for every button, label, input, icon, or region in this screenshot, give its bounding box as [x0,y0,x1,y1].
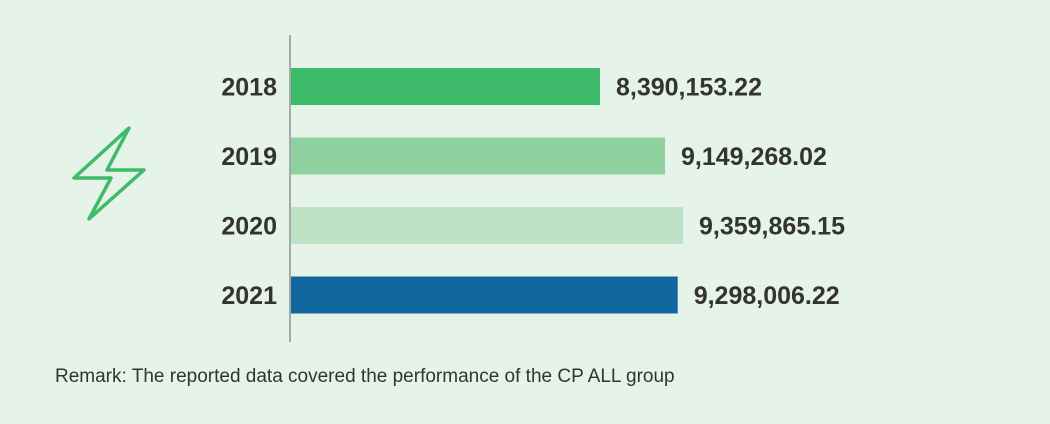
bar-2020 [291,207,683,244]
bar-2019 [291,137,665,175]
year-label-2020: 2020 [221,213,277,241]
bar-2021 [291,276,678,314]
year-label-2021: 2021 [221,282,277,310]
value-label-2021: 9,298,006.22 [694,282,840,310]
lightning-bolt-icon [72,126,146,221]
year-label-2018: 2018 [221,74,277,102]
value-label-2018: 8,390,153.22 [616,74,762,102]
value-label-2020: 9,359,865.15 [699,213,845,241]
bar-2018 [291,68,600,105]
remark-note: Remark: The reported data covered the pe… [55,366,675,387]
year-label-2019: 2019 [221,143,277,171]
value-label-2019: 9,149,268.02 [681,143,827,171]
